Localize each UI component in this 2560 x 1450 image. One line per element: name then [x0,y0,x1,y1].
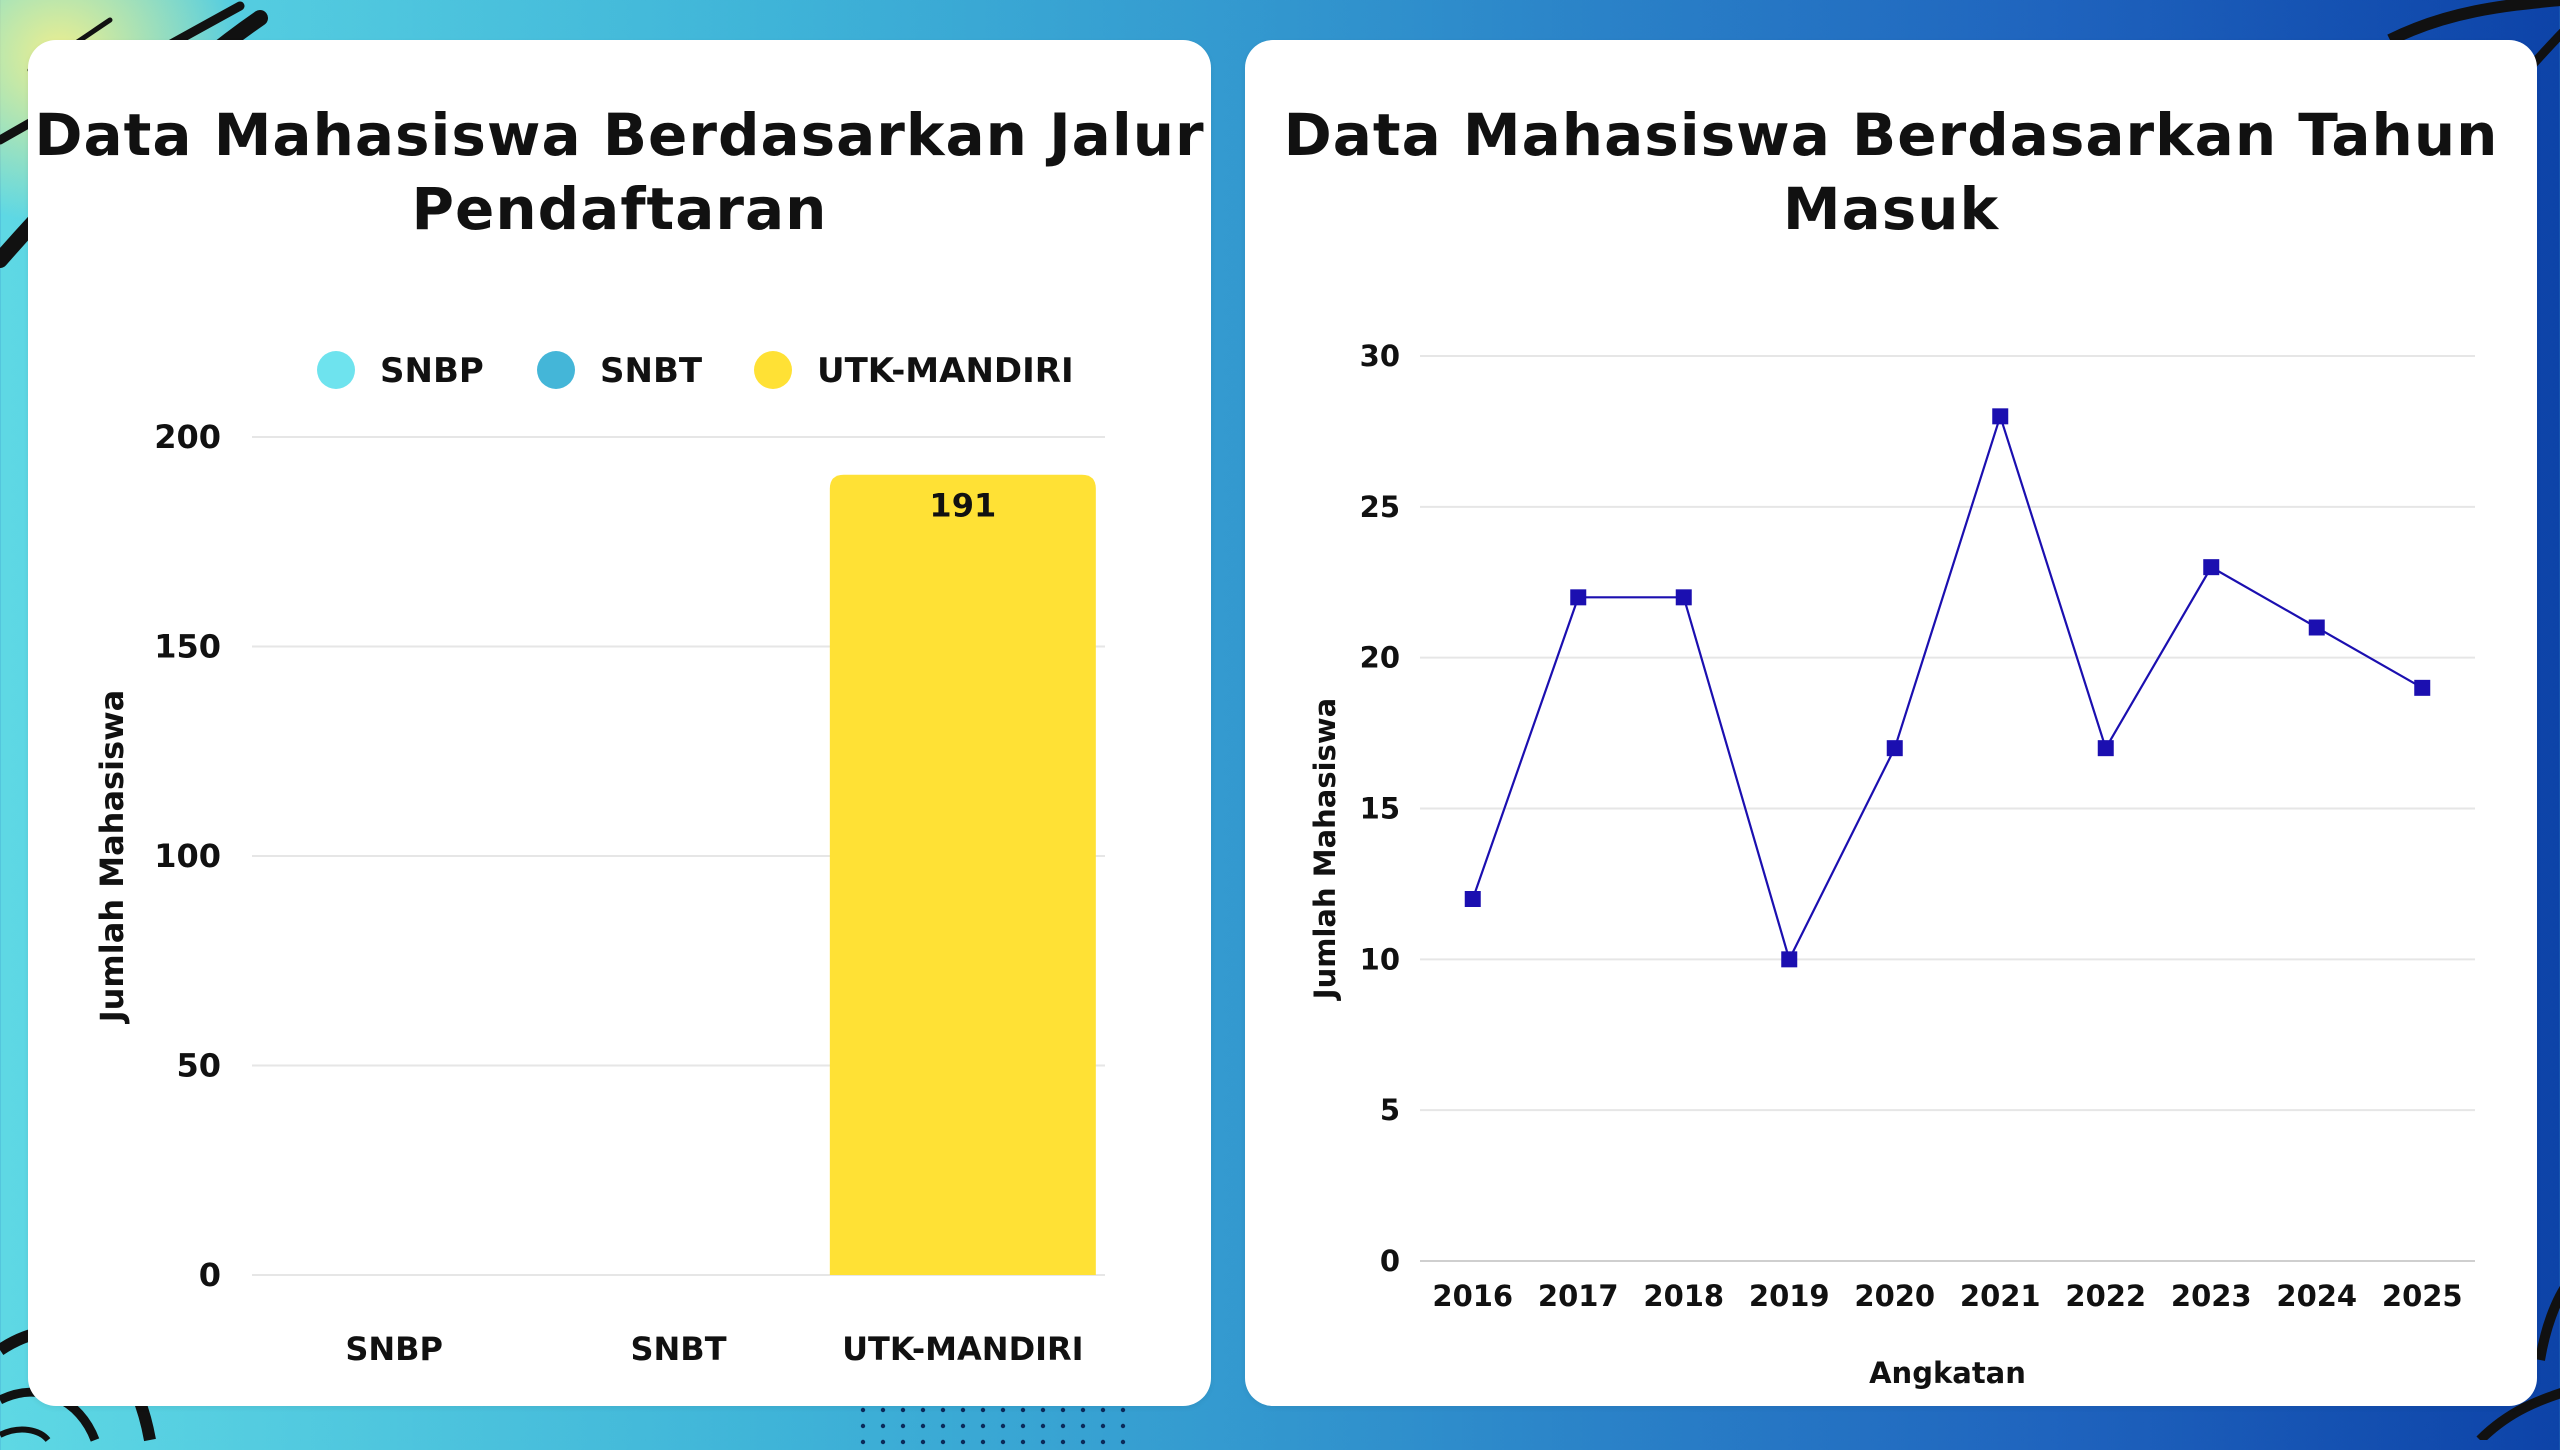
x-tick-label: 2023 [2171,1279,2252,1313]
x-tick-label: 2018 [1643,1279,1724,1313]
x-tick-label: 2025 [2382,1279,2463,1313]
data-point [1675,589,1692,606]
x-tick-label: 2024 [2276,1279,2357,1313]
data-point [1886,740,1903,757]
bar-chart-title-line-1: Data Mahasiswa Berdasarkan Jalur [34,101,1205,169]
x-tick-label: 2022 [2065,1279,2146,1313]
data-point [1464,891,1481,907]
y-tick-label: 10 [1360,942,1400,976]
bar-data-label: 191 [929,487,996,525]
x-tick-label: 2021 [1960,1279,2041,1313]
y-tick-label: 150 [154,628,221,666]
line-chart-title-line-2: Masuk [1782,175,2000,243]
data-point [1570,589,1587,606]
x-tick-label: 2020 [1854,1279,1935,1313]
x-tick-label: 2017 [1538,1279,1619,1313]
x-tick-label: SNBP [345,1330,443,1368]
bar [829,474,1096,1276]
bar-chart-title: Data Mahasiswa Berdasarkan Jalur Pendaft… [28,98,1211,246]
y-tick-label: 5 [1380,1093,1400,1127]
x-tick-label: UTK-MANDIRI [842,1330,1084,1368]
data-point [2308,619,2325,636]
legend-label: UTK-MANDIRI [817,351,1074,391]
x-tick-label: 2016 [1432,1279,1513,1313]
y-tick-label: 0 [1380,1244,1400,1278]
legend-swatch [537,351,575,389]
y-tick-label: 15 [1360,792,1400,826]
y-tick-label: 100 [154,837,221,875]
data-point [2414,679,2431,696]
decorative-dot-grid [860,1407,1126,1445]
y-tick-label: 200 [154,418,221,456]
data-point [2097,740,2114,757]
legend-swatch [317,351,355,389]
x-tick-label: 2019 [1749,1279,1830,1313]
bar-chart-card: Data Mahasiswa Berdasarkan Jalur Pendaft… [28,40,1211,1406]
y-axis-label: Jumlah Mahasiswa [93,690,131,1025]
bar-chart-title-line-2: Pendaftaran [411,175,828,243]
y-tick-label: 30 [1360,339,1400,373]
legend-label: SNBP [380,351,484,391]
x-axis-label: Angkatan [1869,1356,2026,1390]
data-point [1992,408,2009,425]
legend-label: SNBT [600,351,703,391]
data-point [2203,559,2220,576]
line-chart-card: Data Mahasiswa Berdasarkan Tahun Masuk 0… [1245,40,2537,1406]
y-axis-label: Jumlah Mahasiswa [1308,698,1342,1001]
y-tick-label: 0 [199,1256,221,1294]
line-chart-title: Data Mahasiswa Berdasarkan Tahun Masuk [1245,98,2537,246]
bar-chart: 0 50 100 150 200 Jumlah Mahasiswa SNBP SNBT UTK-… [93,351,1105,1368]
y-tick-label: 20 [1360,641,1400,675]
legend-swatch [754,351,792,389]
y-tick-label: 50 [176,1047,221,1085]
series-line [1471,412,2423,963]
y-tick-label: 25 [1360,490,1400,524]
data-point [1781,951,1798,968]
x-tick-label: SNBT [630,1330,726,1368]
line-chart-title-line-1: Data Mahasiswa Berdasarkan Tahun [1283,101,2499,169]
